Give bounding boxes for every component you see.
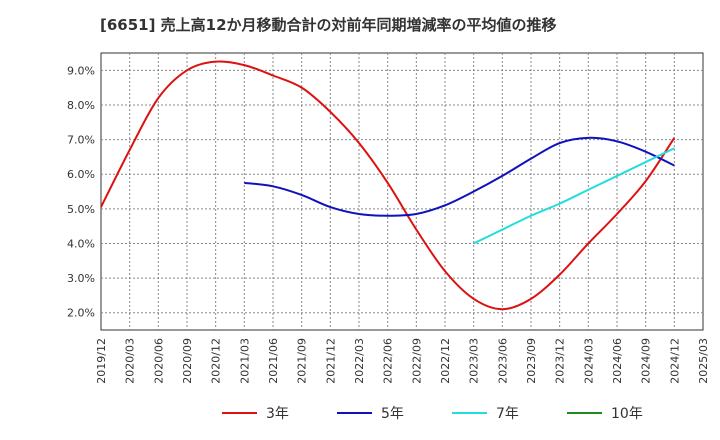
x-tick-label: 2021/06: [267, 338, 280, 384]
series-line: [100, 60, 676, 311]
x-tick-label: 2020/12: [210, 338, 223, 384]
legend-item: 10年: [567, 406, 643, 422]
x-tick-label: 2021/12: [324, 338, 337, 384]
y-tick-label: 8.0%: [67, 99, 95, 112]
legend-item: 7年: [452, 406, 519, 422]
y-tick-label: 2.0%: [67, 307, 95, 320]
x-tick-label: 2024/09: [640, 338, 653, 384]
x-tick-label: 2023/03: [468, 338, 481, 384]
legend-item: 5年: [337, 406, 404, 422]
x-tick-label: 2023/06: [496, 338, 509, 384]
plot-area: [100, 52, 704, 331]
y-tick-label: 6.0%: [67, 168, 95, 181]
legend-label: 10年: [611, 406, 643, 422]
x-tick-label: 2020/03: [124, 338, 137, 384]
x-tick-label: 2020/06: [152, 338, 165, 384]
grid-lines: [101, 53, 703, 330]
x-tick-label: 2021/03: [238, 338, 251, 384]
x-tick-label: 2022/06: [382, 338, 395, 384]
x-tick-label: 2020/09: [181, 338, 194, 384]
x-tick-label: 2024/06: [611, 338, 624, 384]
y-tick-label: 7.0%: [67, 134, 95, 147]
x-tick-label: 2022/03: [353, 338, 366, 384]
x-tick-label: 2023/12: [554, 338, 567, 384]
y-tick-label: 5.0%: [67, 203, 95, 216]
x-tick-label: 2024/03: [582, 338, 595, 384]
x-tick-label: 2021/09: [296, 338, 309, 384]
legend-label: 3年: [266, 406, 289, 422]
x-tick-label: 2019/12: [95, 338, 108, 384]
x-tick-label: 2025/03: [697, 338, 710, 384]
series-layer: [100, 60, 676, 311]
y-axis: 2.0% 3.0% 4.0% 5.0% 6.0% 7.0% 8.0% 9.0%: [67, 64, 95, 319]
y-tick-label: 9.0%: [67, 64, 95, 77]
x-axis: 2019/12 2020/03 2020/06 2020/09 2020/12 2021/…: [95, 338, 710, 384]
y-tick-label: 3.0%: [67, 272, 95, 285]
legend-item: 3年: [222, 406, 289, 422]
series-line: [473, 147, 675, 245]
legend: 3年 5年 7年 10年: [222, 406, 643, 422]
series-line: [244, 136, 675, 217]
x-tick-label: 2022/09: [410, 338, 423, 384]
legend-label: 7年: [496, 406, 519, 422]
legend-label: 5年: [381, 406, 404, 422]
x-tick-label: 2023/09: [525, 338, 538, 384]
x-tick-label: 2022/12: [439, 338, 452, 384]
x-tick-label: 2024/12: [668, 338, 681, 384]
y-tick-label: 4.0%: [67, 237, 95, 250]
chart-title: [6651] 売上高12か月移動合計の対前年同期増減率の平均値の推移: [100, 16, 557, 34]
